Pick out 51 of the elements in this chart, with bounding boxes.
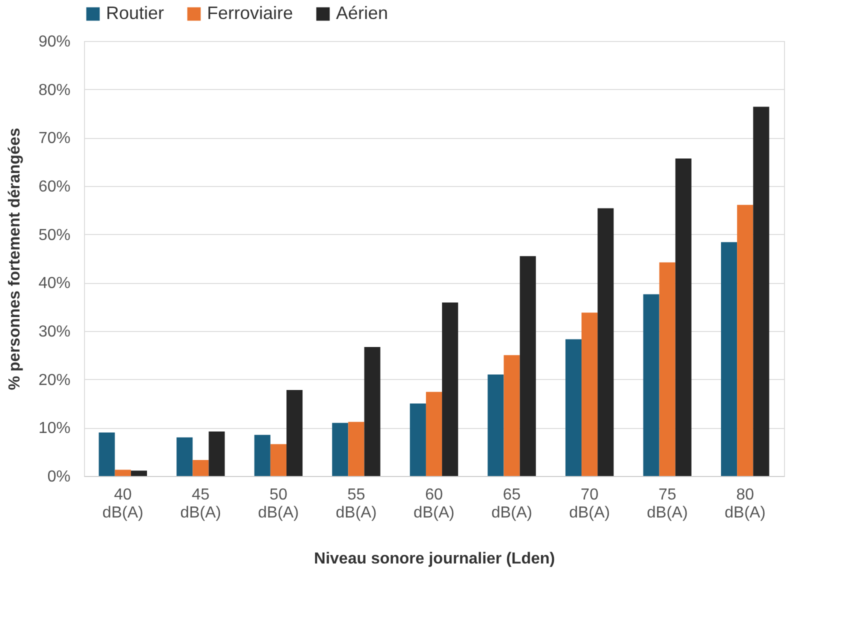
x-tick-label: 70 dB(A) <box>569 486 610 522</box>
bar <box>114 470 131 476</box>
y-tick-label: 50% <box>38 226 70 244</box>
bar <box>520 256 536 476</box>
bar <box>442 302 458 476</box>
y-axis-title: % personnes fortement dérangées <box>6 128 24 390</box>
y-tick-label: 70% <box>38 130 70 148</box>
bar <box>426 392 442 476</box>
bar <box>753 106 770 476</box>
x-axis-title: Niveau sonore journalier (Lden) <box>314 550 555 568</box>
x-tick-label: 45 dB(A) <box>180 486 222 522</box>
bar <box>332 422 348 476</box>
bar <box>192 460 209 476</box>
bar <box>176 437 193 476</box>
bar <box>98 432 115 476</box>
x-tick-label: 50 dB(A) <box>258 486 299 522</box>
y-tick-label: 20% <box>38 372 70 389</box>
bar <box>254 434 270 476</box>
y-tick-label: 30% <box>38 324 70 340</box>
x-tick-label: 75 dB(A) <box>646 486 688 522</box>
bar <box>659 262 676 476</box>
bar <box>721 242 738 476</box>
bar <box>737 204 754 476</box>
bar <box>286 390 303 476</box>
bar <box>130 470 147 476</box>
y-tick-label: 40% <box>38 275 70 292</box>
bar <box>643 294 660 476</box>
legend-label: Aérien <box>336 3 388 23</box>
y-tick-label: 60% <box>38 178 70 196</box>
bar <box>208 432 225 476</box>
bar <box>270 444 286 476</box>
bar <box>582 312 598 476</box>
bar <box>565 339 582 476</box>
y-tick-label: 10% <box>38 420 70 438</box>
x-tick-label: 80 dB(A) <box>724 486 766 522</box>
x-tick-label: 65 dB(A) <box>491 486 532 522</box>
bar <box>348 422 364 476</box>
x-tick-label: 40 dB(A) <box>102 486 144 522</box>
x-tick-label: 55 dB(A) <box>336 486 377 522</box>
bar <box>598 208 614 476</box>
legend-label: Routier <box>106 3 164 23</box>
y-tick-label: 80% <box>38 82 70 99</box>
bar <box>504 355 520 476</box>
y-tick-label: 0% <box>47 468 70 486</box>
bar <box>675 158 692 476</box>
bar <box>364 346 380 476</box>
legend-label: Ferroviaire <box>207 3 294 23</box>
x-tick-label: 60 dB(A) <box>414 486 454 522</box>
bar <box>410 404 426 476</box>
y-tick-label: 90% <box>38 34 70 50</box>
bar <box>488 374 504 476</box>
